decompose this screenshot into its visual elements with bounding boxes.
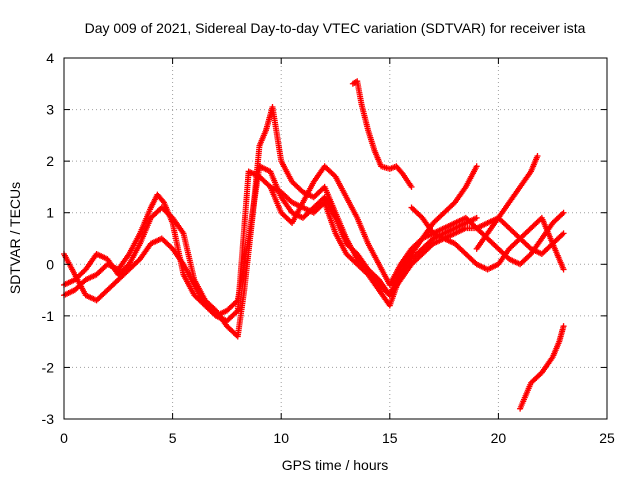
data-point: [473, 214, 480, 221]
x-tick-label: 20: [491, 430, 507, 446]
x-tick-label: 5: [169, 430, 177, 446]
x-tick-label: 10: [273, 430, 289, 446]
x-tick-label: 15: [382, 430, 398, 446]
chart-title: Day 009 of 2021, Sidereal Day-to-day VTE…: [85, 20, 586, 36]
y-tick-label: -1: [42, 308, 55, 324]
data-point: [560, 266, 567, 273]
y-tick-label: 3: [46, 102, 54, 118]
y-tick-label: -3: [42, 411, 55, 427]
data-point: [408, 183, 415, 190]
data-points: [61, 78, 567, 412]
data-point: [473, 163, 480, 170]
y-tick-label: 1: [46, 205, 54, 221]
data-point: [560, 230, 567, 237]
y-tick-label: 4: [46, 50, 54, 66]
y-tick-label: 0: [46, 256, 54, 272]
x-tick-label: 25: [599, 430, 615, 446]
ticks: 0 5 10 15 20 25 -3 -2 -1 0 1 2 3 4: [42, 50, 615, 446]
data-point: [560, 209, 567, 216]
x-tick-label: 0: [60, 430, 68, 446]
data-point: [159, 198, 166, 205]
y-axis-label: SDTVAR / TECUs: [7, 182, 23, 294]
plot-frame: [63, 57, 608, 420]
x-axis-label: GPS time / hours: [282, 457, 389, 473]
y-tick-label: -2: [42, 359, 55, 375]
y-tick-label: 2: [46, 153, 54, 169]
data-point: [534, 152, 541, 159]
data-point: [560, 323, 567, 330]
